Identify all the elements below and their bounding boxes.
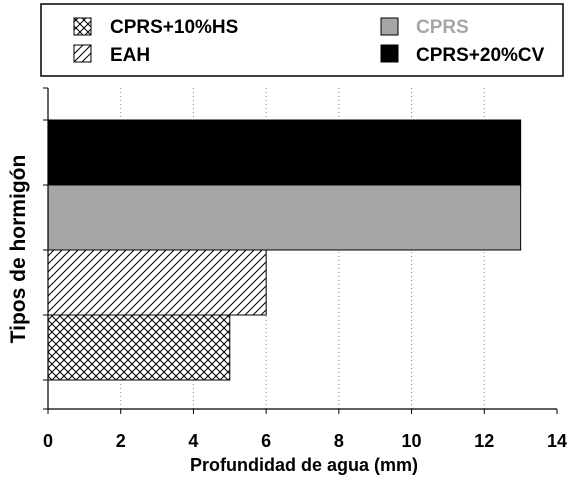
y-axis-label: Tipos de hormigón bbox=[7, 155, 30, 344]
x-tick-label: 8 bbox=[334, 431, 344, 451]
x-tick-label: 4 bbox=[188, 431, 198, 451]
bar-cprs-20-cv bbox=[47, 119, 522, 186]
x-ticks: 0 2 4 6 8 10 12 14 bbox=[43, 409, 567, 451]
legend-label-eah: EAH bbox=[110, 45, 150, 66]
legend-swatch-cprs-10hs bbox=[73, 17, 92, 36]
bars bbox=[47, 119, 522, 381]
legend-label-cprs: CPRS bbox=[416, 17, 469, 38]
bar-cprs bbox=[47, 184, 522, 251]
legend-label-cprs-20cv: CPRS+20%CV bbox=[416, 45, 545, 66]
bar-cprs-10-hs bbox=[47, 314, 231, 381]
axes bbox=[43, 87, 557, 410]
legend: CPRS+10%HS EAH CPRS CPRS+20%CV bbox=[40, 3, 564, 77]
x-tick-label: 6 bbox=[261, 431, 271, 451]
x-tick-label: 2 bbox=[116, 431, 126, 451]
legend-frame bbox=[40, 3, 564, 77]
legend-swatch-eah bbox=[73, 44, 92, 63]
x-tick-label: 10 bbox=[402, 431, 422, 451]
x-tick-label: 12 bbox=[474, 431, 494, 451]
x-axis-label: Profundidad de agua (mm) bbox=[190, 455, 418, 475]
bar-eah bbox=[47, 249, 267, 316]
legend-label-cprs-10hs: CPRS+10%HS bbox=[110, 17, 238, 38]
legend-swatch-cprs-20cv bbox=[380, 44, 399, 63]
x-tick-label: 0 bbox=[43, 431, 53, 451]
legend-swatch-cprs bbox=[380, 17, 399, 36]
x-tick-label: 14 bbox=[547, 431, 567, 451]
